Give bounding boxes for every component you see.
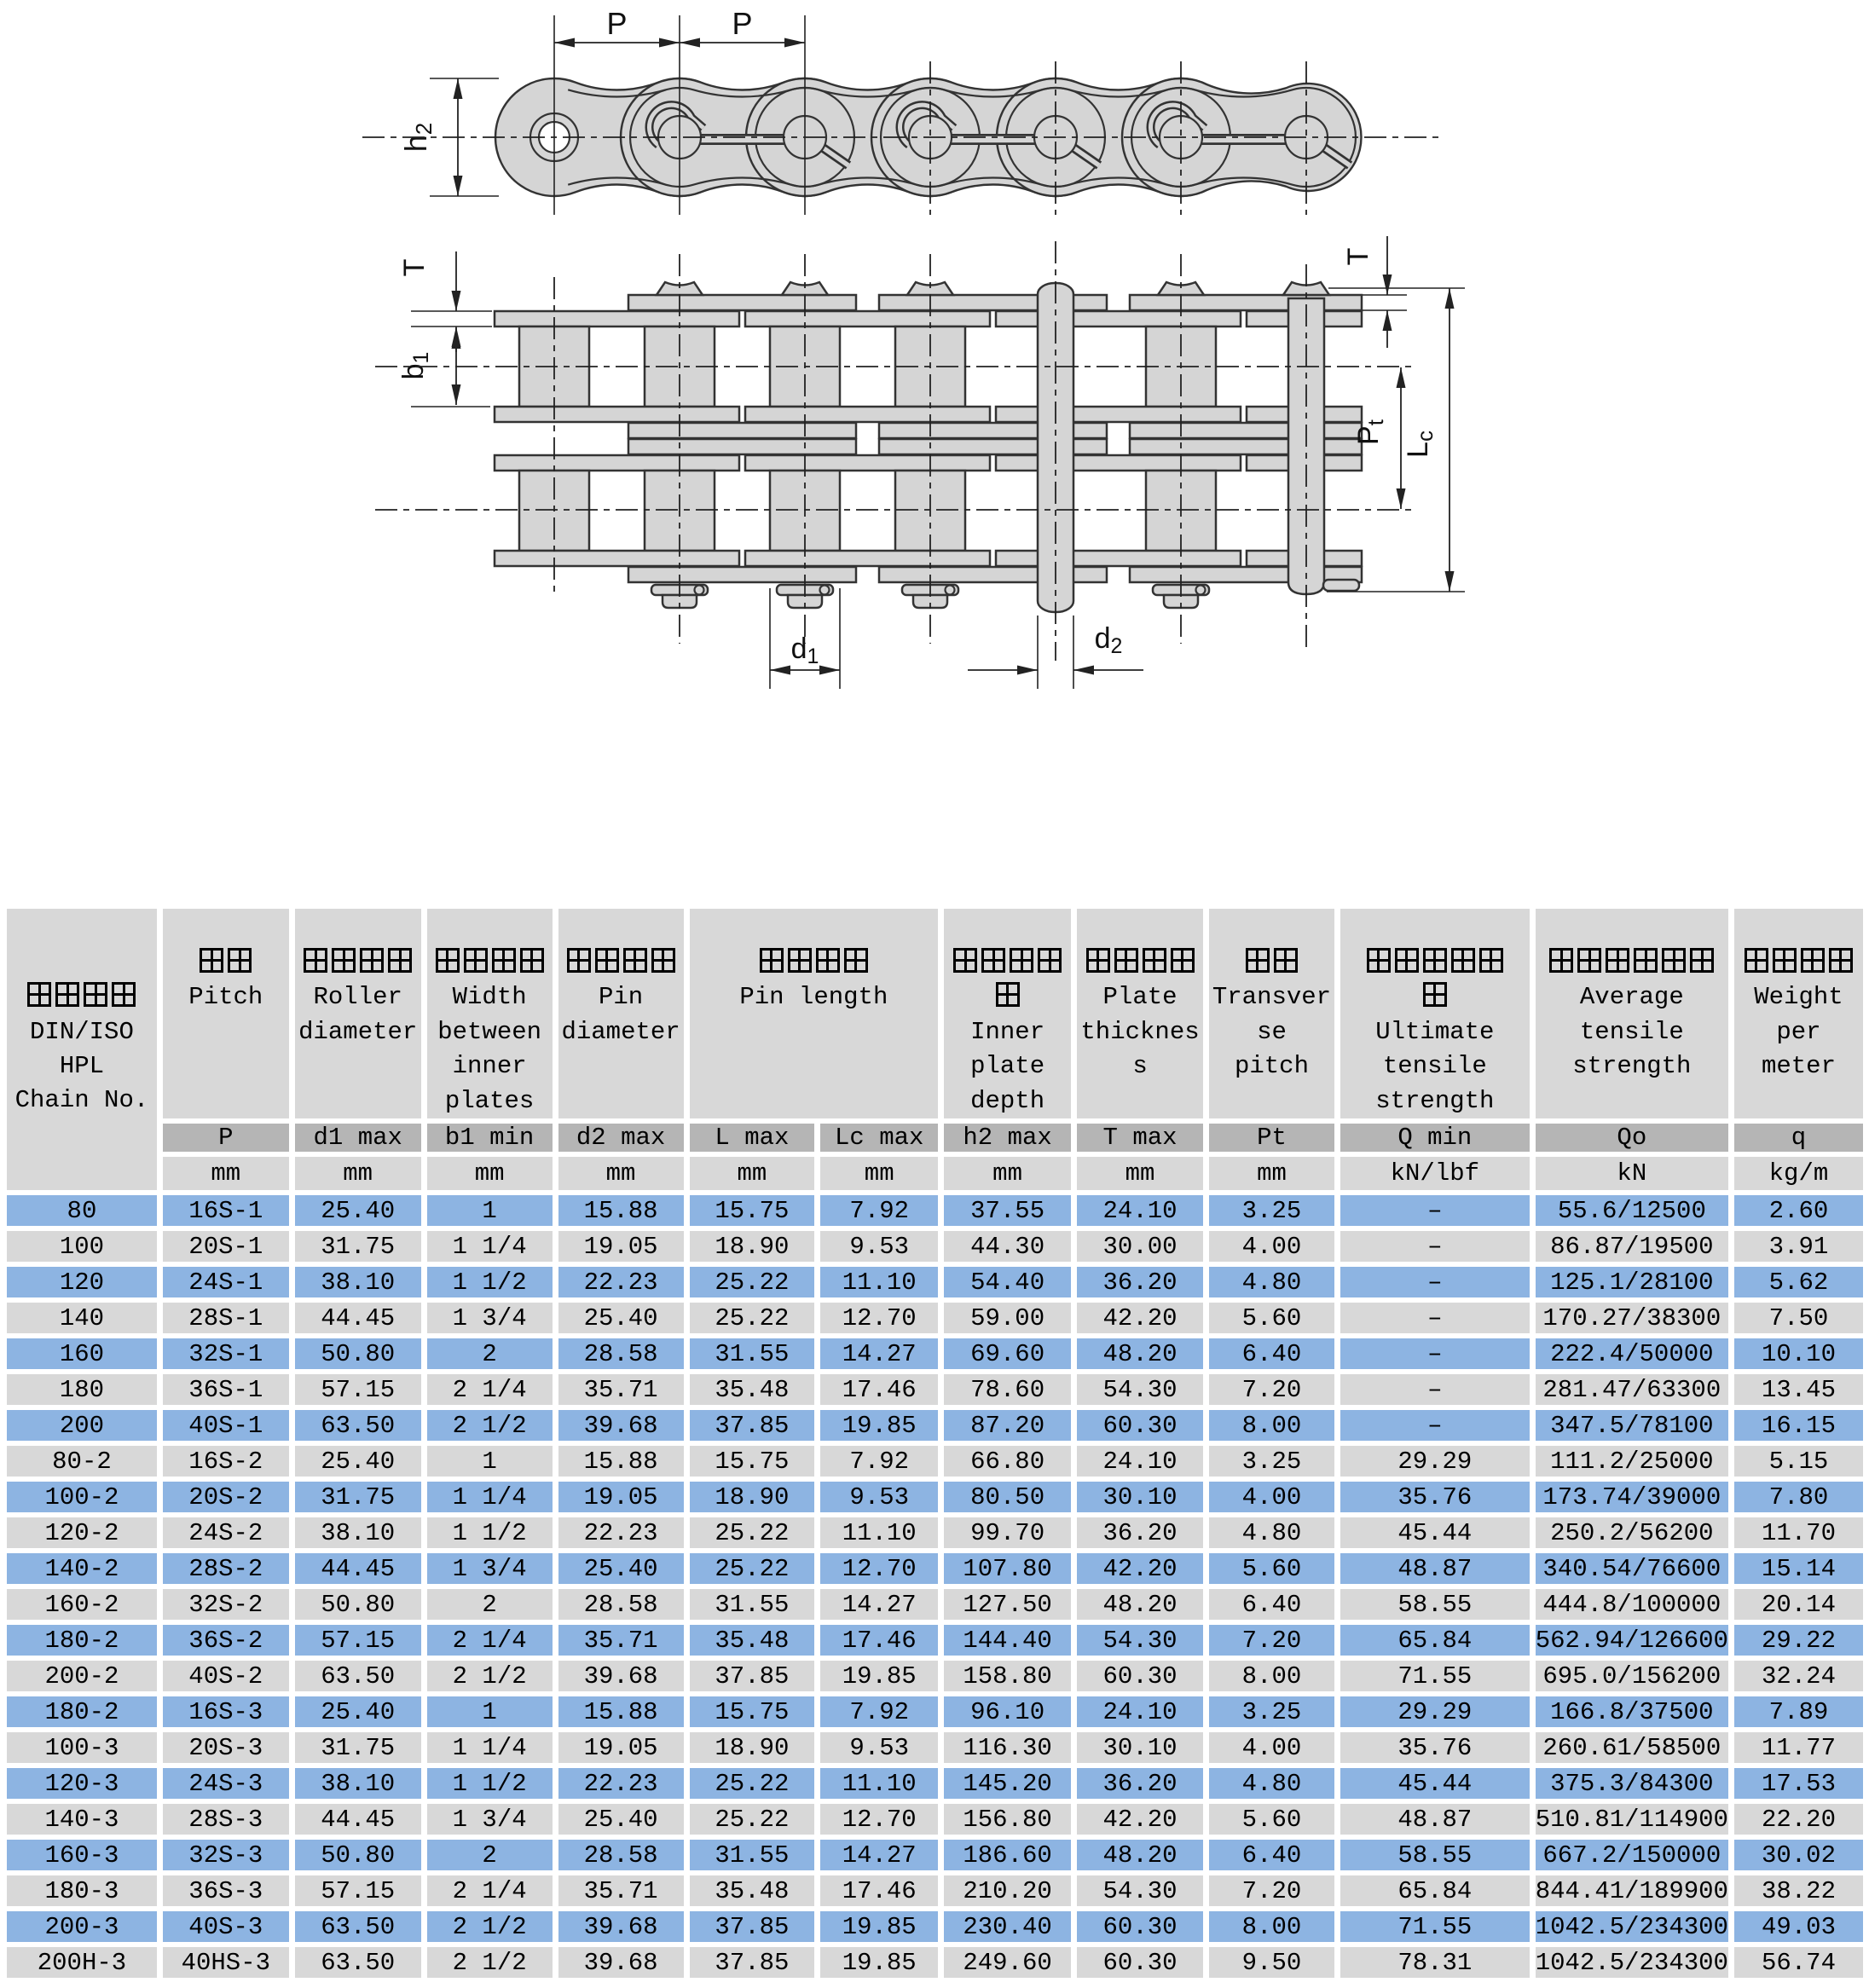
svg-text:T: T bbox=[398, 259, 431, 277]
svg-text:P: P bbox=[732, 6, 752, 41]
svg-text:Pt: Pt bbox=[1352, 419, 1388, 445]
svg-text:d1: d1 bbox=[791, 633, 819, 668]
svg-text:P: P bbox=[606, 6, 627, 41]
svg-text:T: T bbox=[1342, 248, 1374, 266]
svg-text:d2: d2 bbox=[1095, 622, 1123, 658]
svg-text:b1: b1 bbox=[397, 352, 433, 380]
svg-text:Lc: Lc bbox=[1402, 431, 1438, 458]
